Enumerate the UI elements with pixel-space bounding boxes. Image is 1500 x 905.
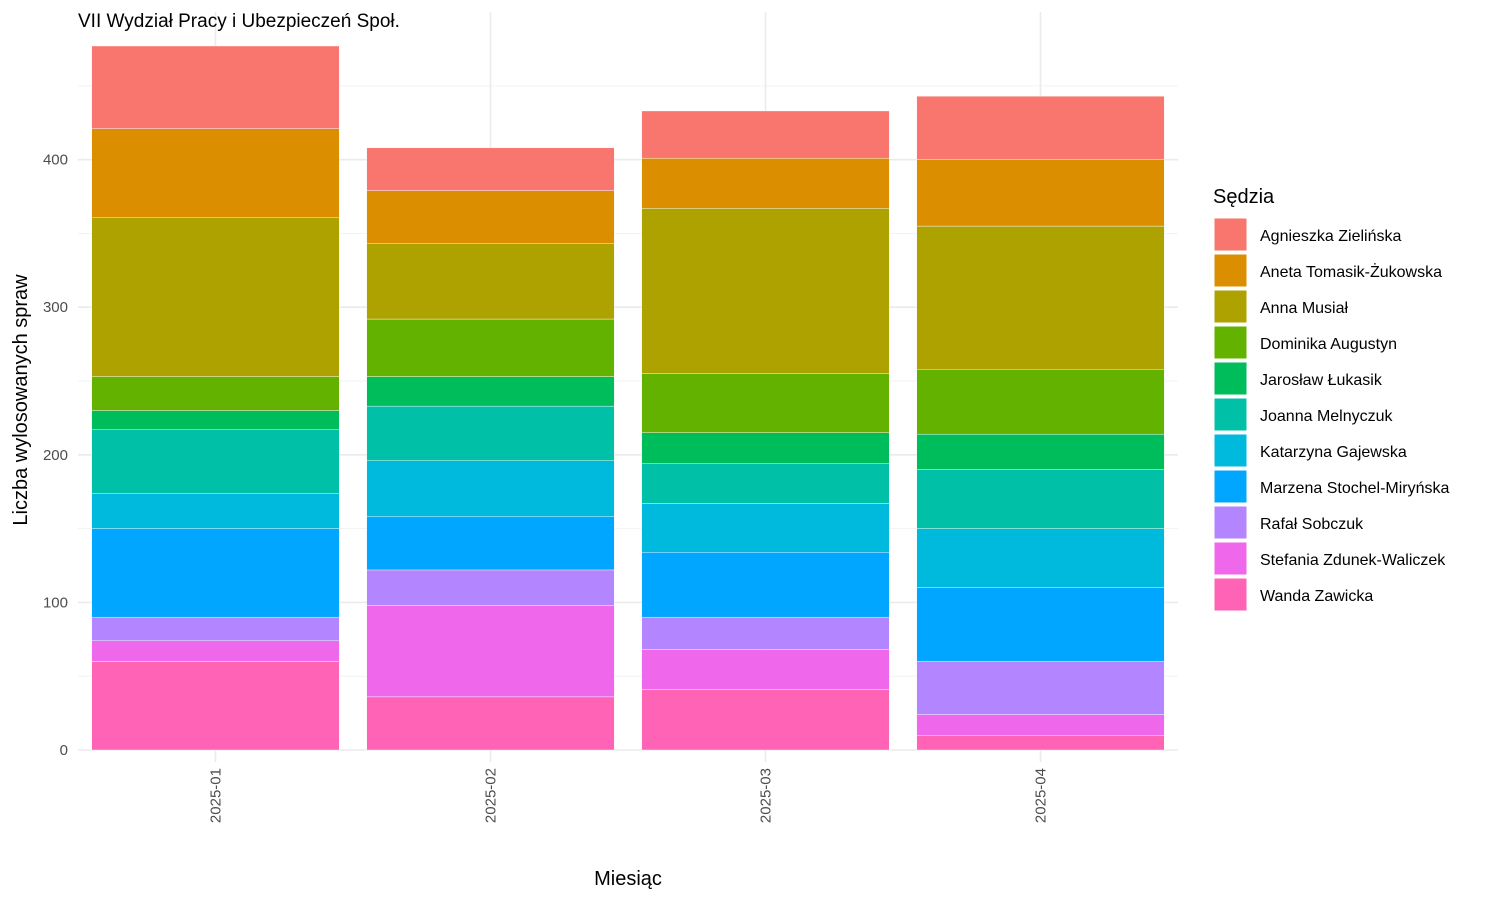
bar-segment — [91, 640, 340, 662]
bar-segment — [366, 516, 615, 571]
bar-segment — [366, 243, 615, 320]
bar-segment — [91, 492, 340, 529]
legend: Sędzia Agnieszka Zielińska Aneta Tomasik-… — [1213, 186, 1450, 612]
legend-label: Marzena Stochel-Miryńska — [1260, 480, 1450, 497]
bar-segment — [916, 714, 1165, 736]
legend-key — [1213, 433, 1248, 468]
x-tick-label: 2025-03 — [758, 768, 775, 823]
bar-segment — [641, 110, 890, 159]
bar-segment — [916, 469, 1165, 529]
y-tick-label: 400 — [43, 152, 68, 169]
bar-segment — [91, 661, 340, 751]
bar-segment — [91, 616, 340, 641]
bar-segment — [91, 45, 340, 129]
y-tick-label: 100 — [43, 594, 68, 611]
bar-segment — [641, 463, 890, 504]
legend-label: Agnieszka Zielińska — [1260, 228, 1402, 245]
bar-segment — [916, 587, 1165, 662]
legend-key — [1213, 577, 1248, 612]
bars — [91, 45, 1165, 751]
legend-key — [1213, 289, 1248, 324]
legend-label: Anna Musiał — [1260, 300, 1348, 317]
legend-key — [1213, 469, 1248, 504]
legend-key — [1213, 325, 1248, 360]
x-tick-label: 2025-01 — [208, 768, 225, 823]
y-tick-label: 300 — [43, 299, 68, 316]
bar-segment — [366, 405, 615, 461]
bar-segment — [916, 661, 1165, 715]
legend-key — [1213, 361, 1248, 396]
bar-segment — [641, 157, 890, 209]
legend-label: Joanna Melnyczuk — [1260, 408, 1394, 425]
bar-segment — [366, 376, 615, 407]
bar-segment — [641, 616, 890, 650]
legend-key — [1213, 397, 1248, 432]
legend-key — [1213, 253, 1248, 288]
bar-segment — [916, 159, 1165, 227]
bar-segment — [91, 410, 340, 430]
bar-segment — [641, 373, 890, 433]
y-tick-label: 200 — [43, 447, 68, 464]
bar-segment — [366, 460, 615, 518]
chart-title: VII Wydział Pracy i Ubezpieczeń Społ. — [78, 11, 400, 32]
bar-segment — [916, 735, 1165, 751]
bar-segment — [366, 605, 615, 698]
bar-segment — [641, 503, 890, 553]
bar-segment — [366, 318, 615, 377]
bar-segment — [366, 190, 615, 244]
legend-label: Dominika Augustyn — [1260, 336, 1397, 353]
y-axis-title: Liczba wylosowanych spraw — [10, 274, 32, 526]
legend-key — [1213, 541, 1248, 576]
legend-key — [1213, 505, 1248, 540]
bar-segment — [366, 147, 615, 191]
bar-segment — [366, 569, 615, 606]
legend-key — [1213, 217, 1248, 252]
legend-label: Wanda Zawicka — [1260, 588, 1373, 605]
y-axis: 0 100 200 300 400 — [43, 152, 68, 759]
y-tick-label: 0 — [60, 742, 68, 759]
bar-segment — [91, 528, 340, 618]
x-tick-label: 2025-04 — [1033, 768, 1050, 823]
bar-segment — [91, 128, 340, 218]
x-axis-title: Miesiąc — [594, 868, 662, 890]
bar-segment — [91, 217, 340, 377]
x-axis: 2025-01 2025-02 2025-03 2025-04 — [208, 768, 1050, 823]
legend-label: Aneta Tomasik-Żukowska — [1260, 262, 1442, 281]
bar-segment — [916, 95, 1165, 160]
bar-segment — [641, 208, 890, 374]
legend-label: Rafał Sobczuk — [1260, 516, 1364, 533]
legend-label: Katarzyna Gajewska — [1260, 444, 1407, 461]
bar-segment — [916, 433, 1165, 470]
bar-segment — [916, 369, 1165, 435]
x-tick-label: 2025-02 — [483, 768, 500, 823]
bar-segment — [641, 649, 890, 690]
legend-title: Sędzia — [1213, 186, 1275, 208]
bar-segment — [91, 376, 340, 411]
legend-label: Stefania Zdunek-Waliczek — [1260, 552, 1446, 569]
bar-segment — [91, 429, 340, 494]
bar-segment — [641, 689, 890, 751]
bar-segment — [641, 432, 890, 464]
bar-segment — [641, 552, 890, 618]
bar-segment — [366, 696, 615, 751]
legend-label: Jarosław Łukasik — [1260, 372, 1383, 389]
bar-segment — [916, 528, 1165, 588]
bar-segment — [916, 225, 1165, 370]
